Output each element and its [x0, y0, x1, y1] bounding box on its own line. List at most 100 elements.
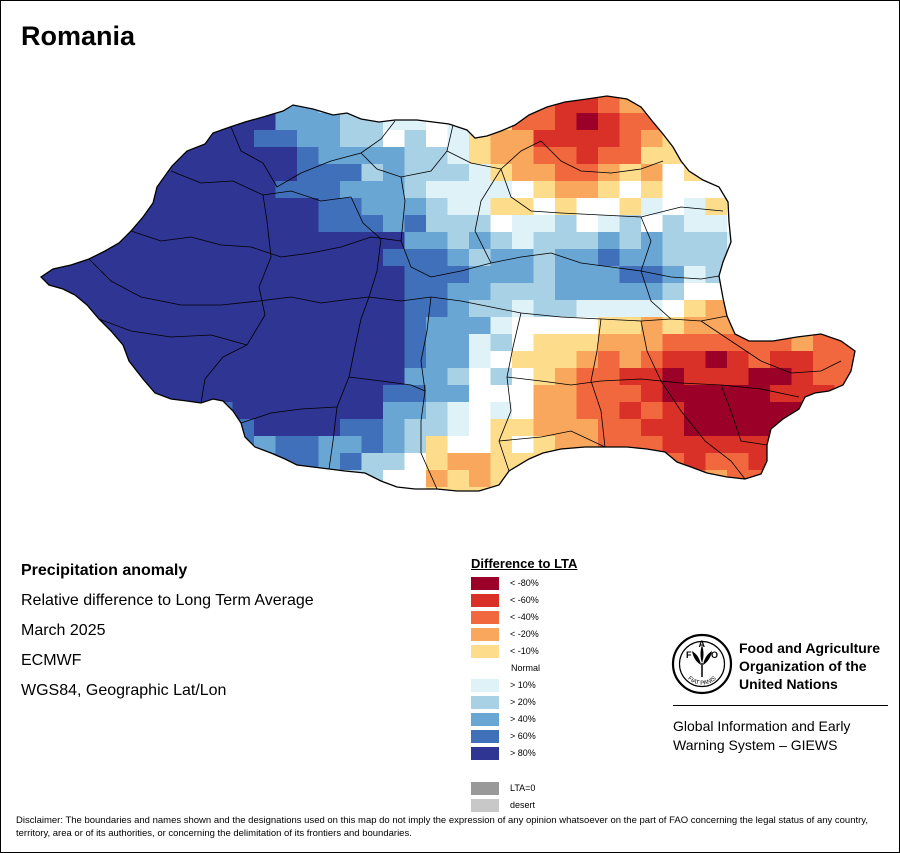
- grid-cell: [340, 266, 362, 284]
- grid-cell: [641, 215, 663, 233]
- grid-cell: [598, 317, 620, 335]
- grid-cell: [232, 487, 255, 491]
- grid-cell: [254, 317, 276, 335]
- grid-cell: [404, 113, 427, 131]
- grid-cell: [168, 283, 190, 301]
- grid-cell: [361, 436, 384, 454]
- grid-cell: [490, 317, 513, 335]
- grid-cell: [254, 147, 276, 165]
- grid-cell: [340, 130, 362, 148]
- grid-cell: [748, 113, 771, 131]
- grid-cell: [383, 198, 405, 216]
- grid-cell: [727, 436, 749, 454]
- grid-cell: [555, 130, 577, 148]
- grid-cell: [555, 351, 577, 369]
- grid-cell: [469, 470, 491, 488]
- grid-cell: [340, 96, 362, 114]
- grid-cell: [727, 334, 749, 352]
- grid-cell: [82, 283, 104, 301]
- grid-cell: [232, 147, 255, 165]
- grid-cell: [834, 215, 855, 233]
- grid-cell: [60, 436, 83, 454]
- grid-cell: [770, 317, 792, 335]
- grid-cell: [275, 113, 298, 131]
- grid-cell: [232, 215, 255, 233]
- grid-cell: [125, 232, 147, 250]
- grid-cell: [490, 164, 513, 182]
- grid-cell: [189, 96, 212, 114]
- grid-cell: [41, 164, 61, 182]
- grid-cell: [641, 232, 663, 250]
- grid-cell: [146, 453, 169, 471]
- grid-cell: [813, 147, 835, 165]
- grid-cell: [82, 368, 104, 386]
- grid-cell: [469, 164, 491, 182]
- grid-cell: [705, 164, 728, 182]
- grid-cell: [41, 198, 61, 216]
- grid-cell: [340, 283, 362, 301]
- grid-cell: [297, 232, 319, 250]
- grid-cell: [856, 300, 878, 318]
- grid-cell: [146, 317, 169, 335]
- grid-cell: [469, 266, 491, 284]
- grid-cell: [211, 181, 233, 199]
- grid-cell: [533, 351, 556, 369]
- grid-cell: [619, 130, 642, 148]
- grid-cell: [512, 215, 534, 233]
- grid-cell: [82, 300, 104, 318]
- grid-cell: [469, 436, 491, 454]
- legend-title: Difference to LTA: [471, 556, 578, 571]
- grid-cell: [684, 470, 706, 488]
- grid-cell: [619, 487, 642, 491]
- grid-cell: [512, 232, 534, 250]
- grid-cell: [275, 147, 298, 165]
- grid-cell: [791, 130, 814, 148]
- grid-cell: [103, 334, 126, 352]
- grid-cell: [684, 419, 706, 437]
- grid-cell: [576, 487, 599, 491]
- grid-cell: [82, 130, 104, 148]
- grid-cell: [189, 351, 212, 369]
- grid-cell: [576, 96, 599, 114]
- grid-cell: [813, 232, 835, 250]
- legend-swatch: [471, 713, 499, 726]
- grid-cell: [41, 147, 61, 165]
- grid-cell: [125, 317, 147, 335]
- grid-cell: [705, 147, 728, 165]
- grid-cell: [41, 470, 61, 488]
- grid-cell: [383, 487, 405, 491]
- grid-cell: [60, 232, 83, 250]
- grid-cell: [856, 402, 878, 420]
- grid-cell: [813, 402, 835, 420]
- grid-cell: [856, 419, 878, 437]
- grid-cell: [232, 181, 255, 199]
- grid-cell: [60, 385, 83, 403]
- grid-cell: [533, 334, 556, 352]
- grid-cell: [297, 198, 319, 216]
- grid-cell: [727, 198, 749, 216]
- grid-cell: [619, 334, 642, 352]
- grid-cell: [125, 249, 147, 267]
- grid-cell: [383, 266, 405, 284]
- grid-cell: [834, 368, 855, 386]
- grid-cell: [641, 487, 663, 491]
- grid-cell: [856, 317, 878, 335]
- grid-cell: [125, 453, 147, 471]
- grid-cell: [189, 300, 212, 318]
- grid-cell: [512, 130, 534, 148]
- grid-cell: [662, 96, 685, 114]
- grid-cell: [619, 436, 642, 454]
- grid-cell: [856, 130, 878, 148]
- grid-cell: [426, 164, 448, 182]
- grid-cell: [447, 334, 470, 352]
- county-border: [540, 140, 664, 174]
- grid-cell: [469, 113, 491, 131]
- grid-cell: [770, 283, 792, 301]
- grid-cell: [619, 453, 642, 471]
- grid-cell: [834, 334, 855, 352]
- grid-cell: [791, 300, 814, 318]
- grid-cell: [748, 487, 771, 491]
- grid-cell: [813, 470, 835, 488]
- grid-cell: [856, 266, 878, 284]
- grid-cell: [103, 130, 126, 148]
